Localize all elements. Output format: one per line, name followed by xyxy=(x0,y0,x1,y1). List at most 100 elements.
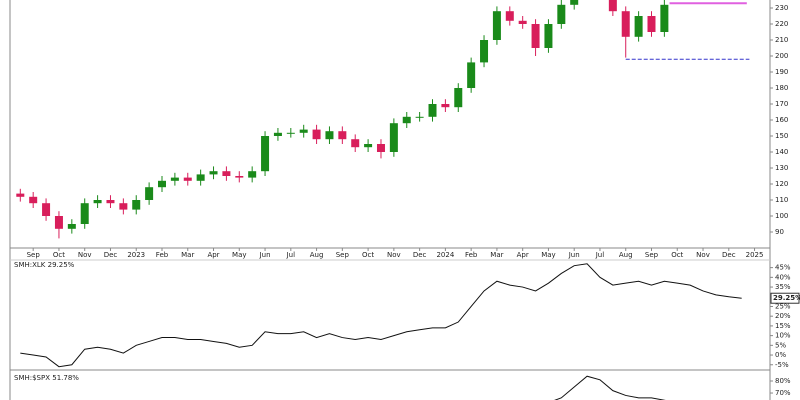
y-tick-label: 0% xyxy=(775,351,786,359)
y-tick-label: 130 xyxy=(775,164,788,172)
candle-body xyxy=(544,24,553,48)
x-tick-label: Dec xyxy=(722,251,736,259)
x-tick-label: Oct xyxy=(362,251,374,259)
panel-title: SMH:XLK 29.25% xyxy=(14,261,75,269)
x-tick-label: Jun xyxy=(259,251,271,259)
candle-body xyxy=(647,16,656,32)
candle-body xyxy=(492,11,501,40)
candle-body xyxy=(209,171,218,175)
y-tick-label: 210 xyxy=(775,36,788,44)
candle-body xyxy=(286,132,295,134)
y-tick-label: 140 xyxy=(775,148,788,156)
y-tick-label: 25% xyxy=(775,302,791,310)
candle-body xyxy=(402,116,411,124)
candle-body xyxy=(119,203,128,210)
y-tick-label: 220 xyxy=(775,20,788,28)
candle-body xyxy=(415,116,424,118)
x-tick-label: Apr xyxy=(517,251,529,259)
y-tick-label: 160 xyxy=(775,116,788,124)
candle-body xyxy=(454,88,463,108)
x-tick-label: Mar xyxy=(181,251,194,259)
ratio-line xyxy=(554,375,666,400)
candle-body xyxy=(29,196,38,204)
candle-body xyxy=(261,136,270,172)
candle-body xyxy=(660,4,669,33)
y-tick-label: 70% xyxy=(775,389,791,397)
x-tick-label: Apr xyxy=(207,251,219,259)
candle-body xyxy=(235,176,244,178)
candle-body xyxy=(80,203,89,224)
y-tick-label: 180 xyxy=(775,84,788,92)
candle-body xyxy=(145,187,154,200)
x-tick-label: Sep xyxy=(336,251,350,259)
candle-body xyxy=(325,131,334,140)
y-tick-label: 190 xyxy=(775,68,788,76)
x-tick-label: Aug xyxy=(619,251,633,259)
candle-body xyxy=(158,180,166,188)
candle-body xyxy=(132,200,141,210)
x-tick-label: Oct xyxy=(53,251,65,259)
x-tick-label: Sep xyxy=(645,251,659,259)
y-tick-label: 15% xyxy=(775,322,791,330)
y-tick-label: -5% xyxy=(775,361,789,369)
candle-body xyxy=(467,62,476,88)
candle-body xyxy=(338,131,347,140)
x-tick-label: Nov xyxy=(387,251,401,259)
x-tick-label: Feb xyxy=(156,251,169,259)
y-tick-label: 200 xyxy=(775,52,788,60)
y-tick-label: 90 xyxy=(775,228,784,236)
candle-body xyxy=(531,24,540,48)
y-tick-label: 150 xyxy=(775,132,788,140)
y-tick-label: 40% xyxy=(775,273,791,281)
y-tick-label: 45% xyxy=(775,264,791,272)
candle-body xyxy=(183,177,192,181)
candle-body xyxy=(505,11,514,21)
x-tick-label: 2023 xyxy=(127,251,145,259)
y-tick-label: 100 xyxy=(775,212,788,220)
candle-body xyxy=(557,4,566,25)
x-tick-label: Oct xyxy=(671,251,683,259)
candle-body xyxy=(16,193,25,197)
y-tick-label: 80% xyxy=(775,377,791,385)
candle-body xyxy=(621,11,630,37)
candle-body xyxy=(67,224,76,229)
x-tick-label: 2025 xyxy=(746,251,764,259)
x-tick-label: Dec xyxy=(104,251,118,259)
candle-body xyxy=(608,0,617,12)
y-tick-label: 20% xyxy=(775,312,791,320)
panel xyxy=(16,0,750,239)
x-tick-label: Feb xyxy=(465,251,478,259)
x-tick-label: Aug xyxy=(310,251,324,259)
ratio-line xyxy=(20,263,742,368)
candle-body xyxy=(351,139,360,148)
candle-body xyxy=(312,129,321,140)
y-tick-label: 35% xyxy=(775,283,791,291)
candle-body xyxy=(364,144,373,148)
panel xyxy=(554,375,666,400)
y-tick-label: 110 xyxy=(775,196,788,204)
last-value-label: 29.25% xyxy=(773,294,800,302)
candle-body xyxy=(299,129,308,133)
candle-body xyxy=(480,40,489,63)
x-tick-label: Mar xyxy=(490,251,503,259)
candle-body xyxy=(428,104,437,117)
y-tick-label: 5% xyxy=(775,341,786,349)
y-tick-label: 120 xyxy=(775,180,788,188)
x-tick-label: Sep xyxy=(27,251,41,259)
x-tick-label: Jul xyxy=(595,251,605,259)
candle-body xyxy=(222,171,231,176)
x-tick-label: Nov xyxy=(696,251,710,259)
candle-body xyxy=(518,20,527,24)
candle-body xyxy=(570,0,579,5)
x-tick-label: Dec xyxy=(413,251,427,259)
x-tick-label: Jun xyxy=(568,251,580,259)
x-tick-label: 2024 xyxy=(436,251,454,259)
candle-body xyxy=(106,200,115,204)
x-tick-label: May xyxy=(541,251,555,259)
x-tick-label: Jul xyxy=(286,251,296,259)
candle-body xyxy=(248,171,257,178)
candle-body xyxy=(93,200,102,204)
x-tick-label: Nov xyxy=(78,251,92,259)
y-tick-label: 170 xyxy=(775,100,788,108)
